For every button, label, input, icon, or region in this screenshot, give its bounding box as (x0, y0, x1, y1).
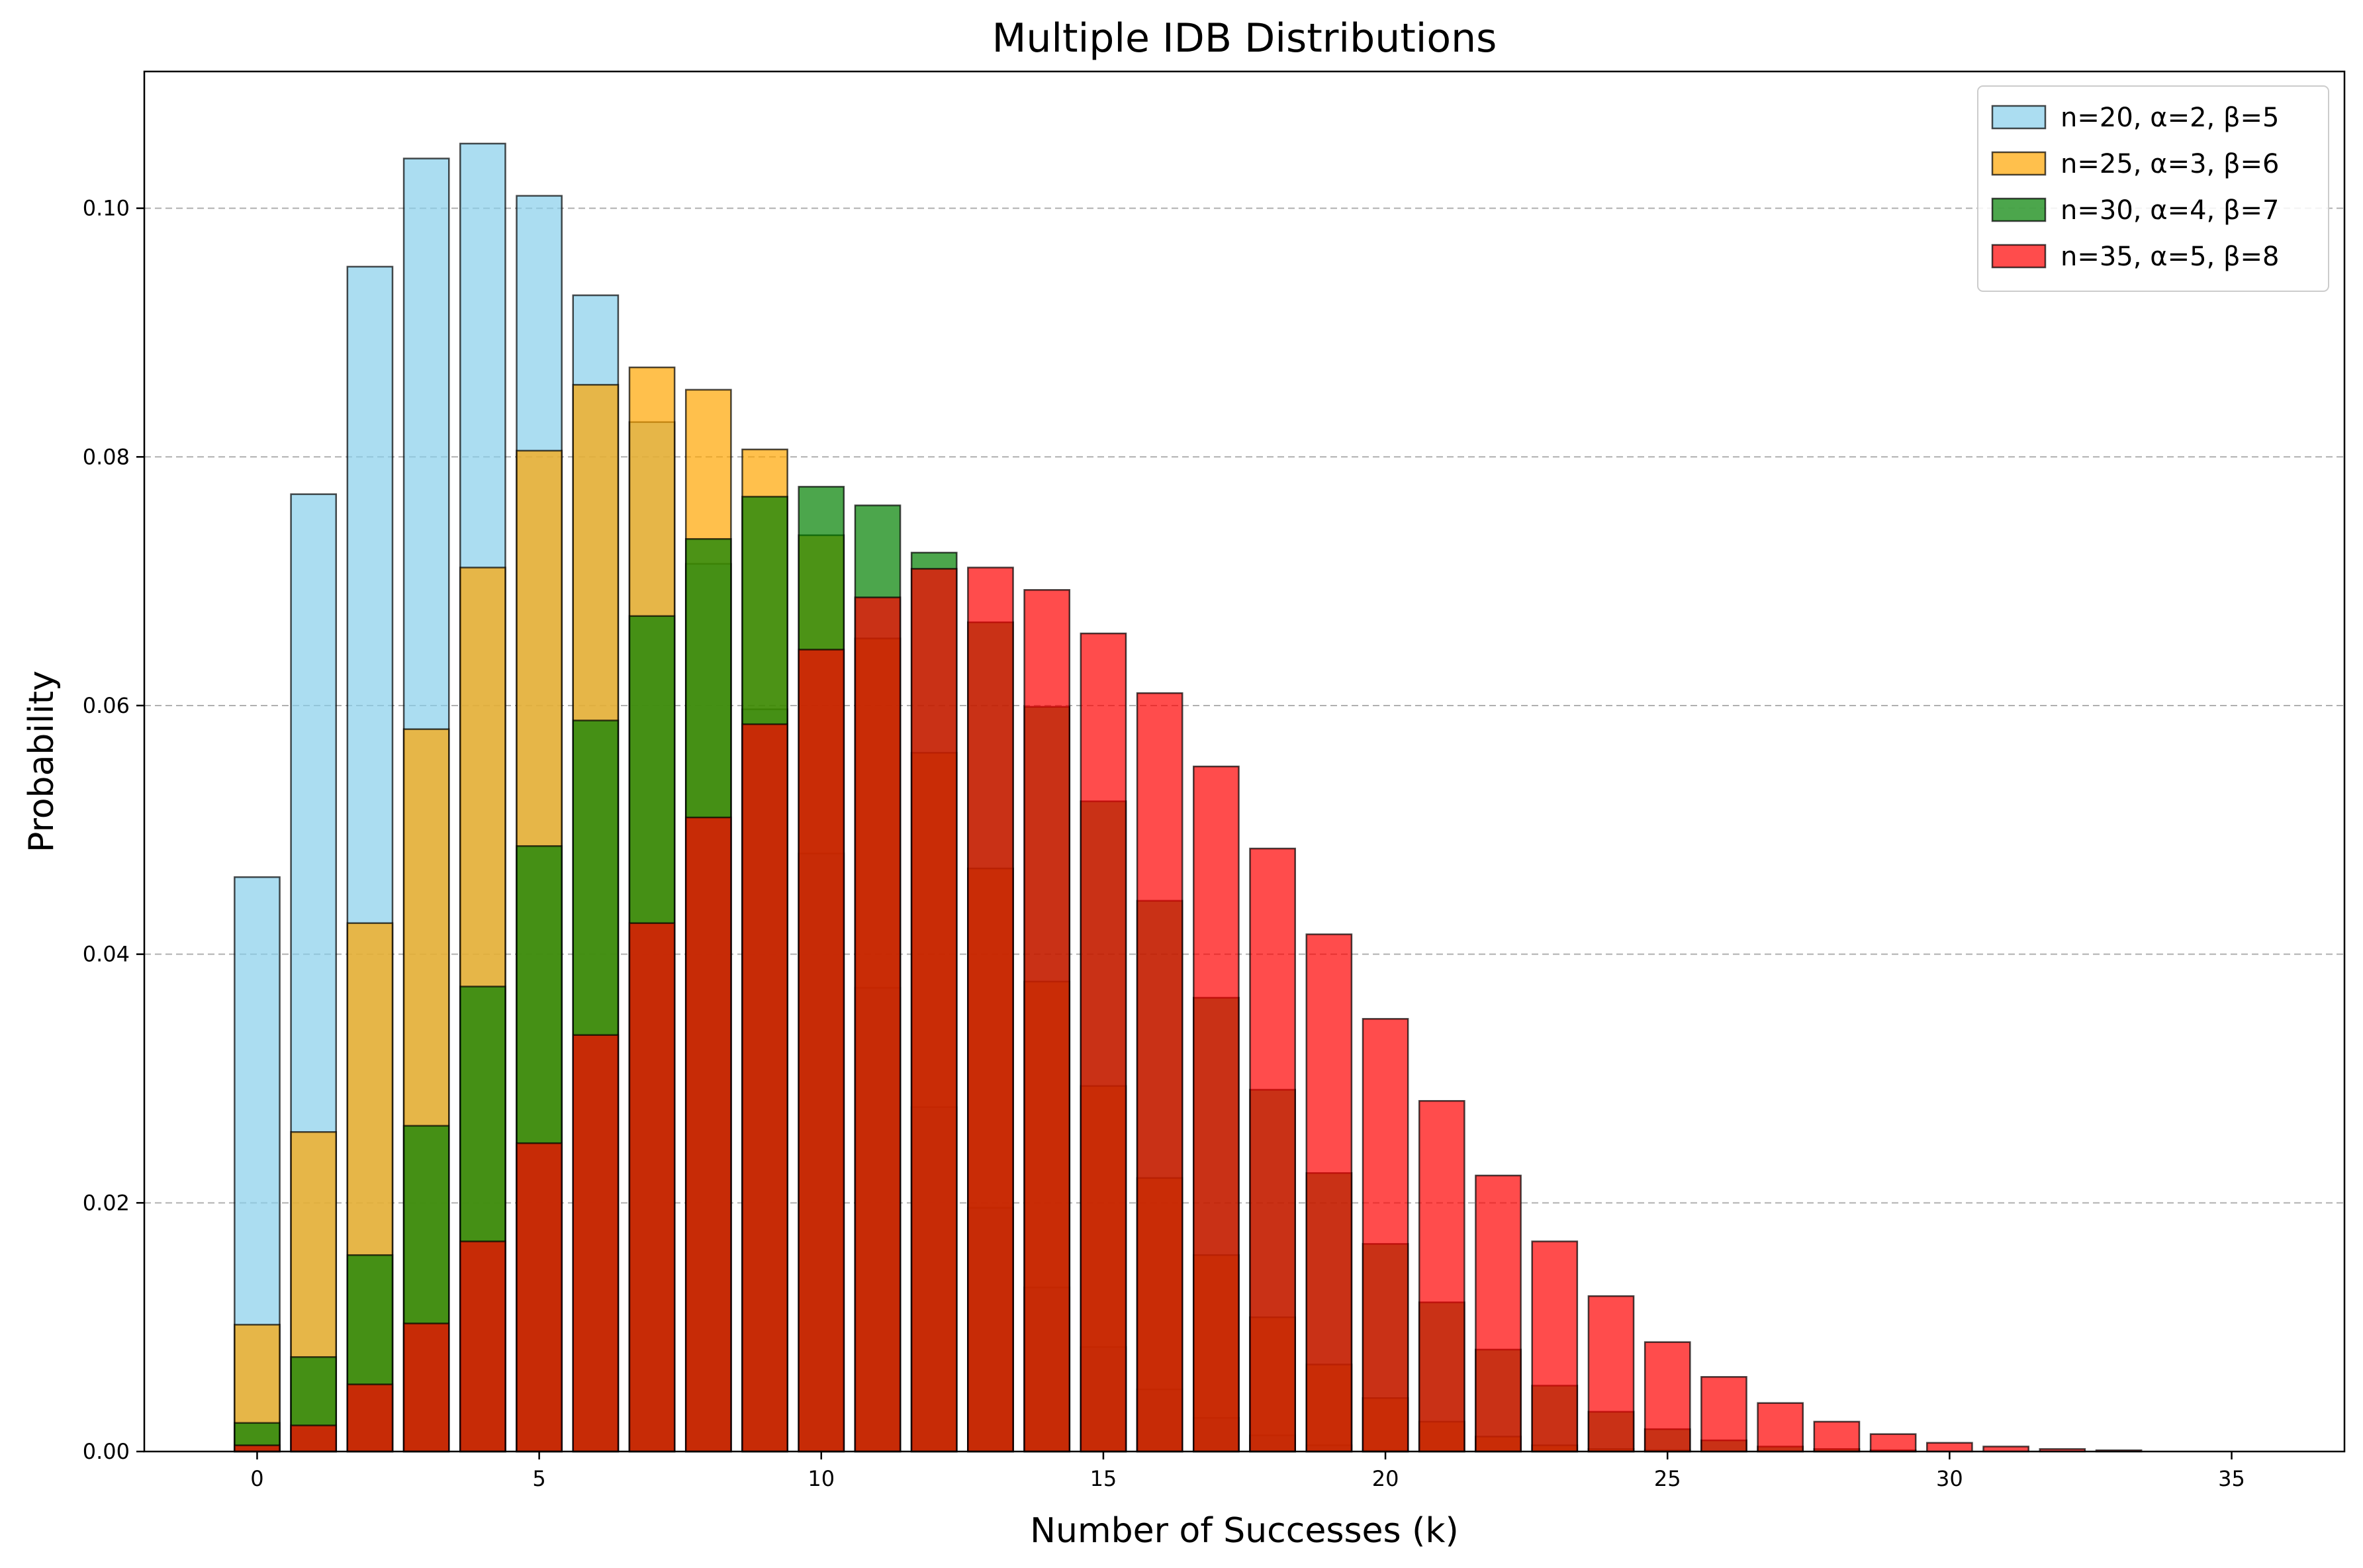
legend-swatch (1991, 197, 2047, 222)
bar (1813, 1420, 1861, 1453)
legend-item: n=35, α=5, β=8 (1991, 242, 2279, 272)
bar (1193, 765, 1240, 1453)
legend-item: n=30, α=4, β=7 (1991, 195, 2279, 226)
bar (402, 1322, 450, 1453)
y-tick-label: 0.06 (83, 693, 130, 718)
bar (798, 649, 845, 1453)
bar (234, 1444, 281, 1453)
bar (1080, 632, 1127, 1453)
legend-label: n=25, α=3, β=6 (2061, 149, 2279, 179)
bar (1926, 1442, 1973, 1453)
y-tick-label: 0.08 (83, 444, 130, 469)
bar (1869, 1433, 1917, 1453)
legend: n=20, α=2, β=5 n=25, α=3, β=6 n=30, α=4, β… (1977, 85, 2329, 292)
bar (628, 922, 676, 1453)
bar (1418, 1100, 1465, 1453)
legend-swatch (1991, 105, 2047, 130)
bar (346, 1383, 394, 1453)
bar (1531, 1240, 1579, 1453)
legend-item: n=25, α=3, β=6 (1991, 149, 2279, 179)
legend-swatch (1991, 244, 2047, 269)
bar (1757, 1402, 1804, 1453)
x-tick-label: 20 (1372, 1466, 1399, 1491)
bar (1644, 1341, 1691, 1453)
x-tick-label: 10 (808, 1466, 835, 1491)
bar (572, 1034, 620, 1453)
y-tick-label: 0.02 (83, 1190, 130, 1215)
bar (1362, 1018, 1409, 1453)
x-tick-label: 25 (1654, 1466, 1681, 1491)
bar (684, 816, 732, 1453)
x-tick-label: 0 (250, 1466, 263, 1491)
y-tick-label: 0.04 (83, 942, 130, 967)
bar (910, 568, 958, 1453)
y-tick-label: 0.10 (83, 196, 130, 221)
bar (1700, 1376, 1747, 1453)
plot-frame (143, 70, 2346, 1453)
legend-box (1977, 85, 2329, 292)
bar (1023, 589, 1071, 1453)
bars (234, 142, 2143, 1453)
x-axis-label: Number of Successes (k) (1030, 1511, 1459, 1551)
bar (290, 1424, 338, 1453)
legend-swatch (1991, 151, 2047, 176)
bar (1587, 1295, 1635, 1453)
bar (1136, 692, 1183, 1453)
bar (967, 567, 1014, 1453)
x-tick-label: 35 (2218, 1466, 2245, 1491)
x-tick-label: 30 (1936, 1466, 1963, 1491)
legend-item: n=20, α=2, β=5 (1991, 103, 2279, 133)
x-tick-label: 15 (1090, 1466, 1117, 1491)
legend-label: n=35, α=5, β=8 (2061, 242, 2279, 272)
bar (741, 723, 788, 1453)
legend-label: n=30, α=4, β=7 (2061, 195, 2279, 226)
bar (1305, 933, 1353, 1453)
bar (1249, 847, 1296, 1453)
bar (459, 1240, 506, 1453)
x-tick-label: 5 (532, 1466, 545, 1491)
bar (854, 596, 902, 1453)
chart-title: Multiple IDB Distributions (992, 15, 1497, 62)
bar (1475, 1174, 1522, 1453)
y-tick-label: 0.00 (83, 1439, 130, 1464)
y-axis-label: Probability (22, 670, 62, 853)
bar (516, 1142, 563, 1453)
legend-label: n=20, α=2, β=5 (2061, 103, 2279, 133)
axis-ticks: 0 5 10 15 20 25 30 35 0.00 0.02 0.04 0.06 0.08 0.10 (83, 196, 2245, 1491)
series-4-bars (234, 567, 2143, 1453)
